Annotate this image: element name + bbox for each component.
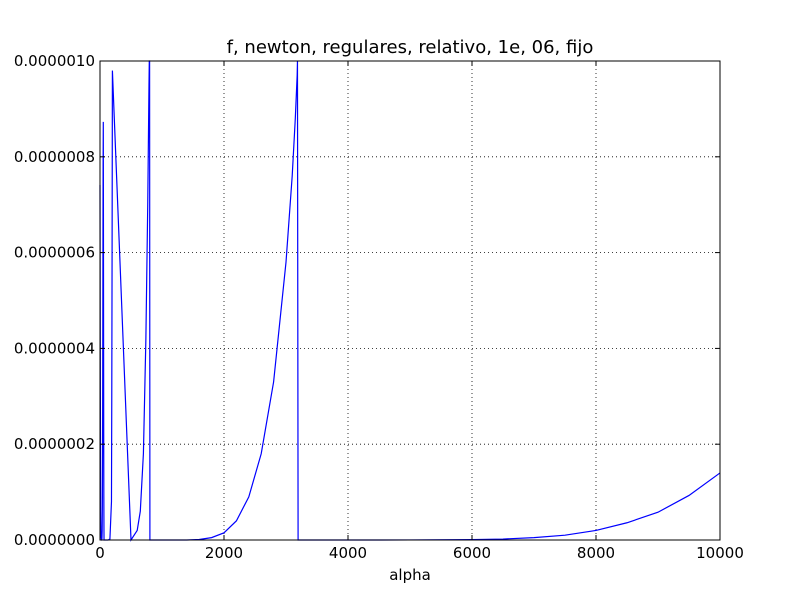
- y-axis: 0.0000000 0.0000002 0.0000004 0.0000006 0.00…: [14, 52, 720, 549]
- x-tick-label: 6000: [453, 544, 491, 562]
- x-axis: 0 2000 4000 6000 8000 10000: [95, 61, 744, 562]
- y-tick-label: 0.0000006: [14, 244, 95, 262]
- plot-frame: [99, 60, 721, 541]
- x-axis-label: alpha: [389, 566, 431, 584]
- y-tick-label: 0.0000002: [14, 435, 95, 453]
- grid-lines: [100, 61, 720, 540]
- x-tick-label: 0: [95, 544, 105, 562]
- y-tick-label: 0.0000008: [14, 148, 95, 166]
- y-tick-label: 0.0000000: [14, 531, 95, 549]
- y-tick-label: 0.0000010: [14, 52, 95, 70]
- series-line: [99, 60, 721, 542]
- x-tick-label: 10000: [696, 544, 744, 562]
- x-tick-label: 8000: [577, 544, 615, 562]
- x-tick-label: 4000: [329, 544, 367, 562]
- chart-title: f, newton, regulares, relativo, 1e, 06, …: [227, 37, 594, 58]
- x-tick-label: 2000: [205, 544, 243, 562]
- y-tick-label: 0.0000004: [14, 339, 95, 357]
